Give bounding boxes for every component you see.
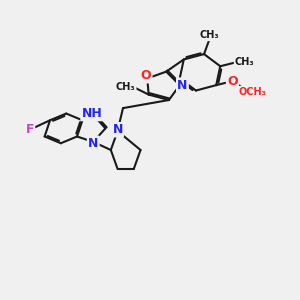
Text: NH: NH	[82, 107, 102, 120]
Text: N: N	[88, 137, 98, 150]
Text: O: O	[141, 69, 151, 82]
Text: N: N	[177, 79, 188, 92]
Text: CH₃: CH₃	[235, 57, 254, 67]
Text: N: N	[112, 123, 123, 136]
Text: F: F	[26, 123, 34, 136]
Text: O: O	[227, 75, 238, 88]
Text: OCH₃: OCH₃	[239, 87, 267, 97]
Text: CH₃: CH₃	[200, 30, 219, 40]
Text: CH₃: CH₃	[116, 82, 136, 92]
